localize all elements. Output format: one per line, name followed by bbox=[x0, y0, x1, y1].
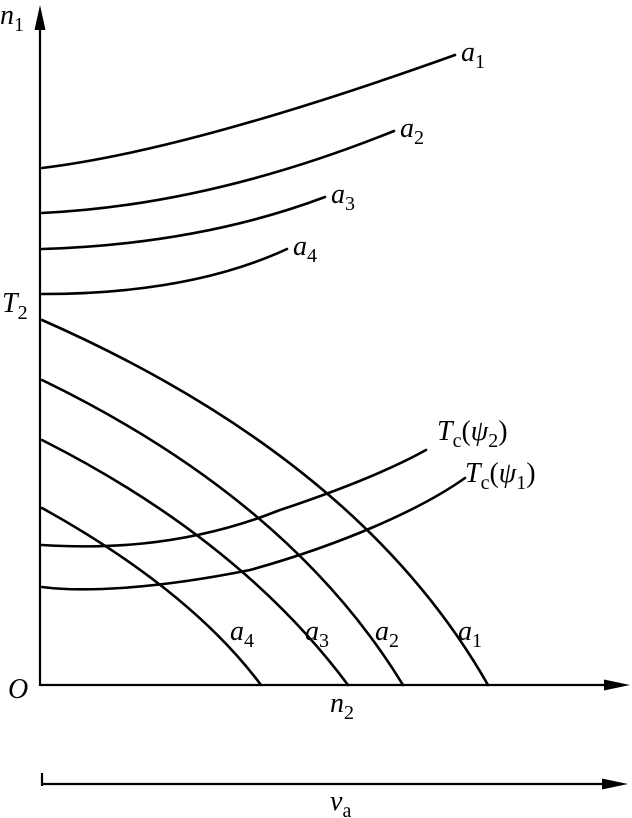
upper-curve-a1 bbox=[40, 53, 457, 170]
upper-curves bbox=[40, 53, 457, 296]
lower-label-a2: a2 bbox=[375, 616, 399, 652]
lower-label-a1: a1 bbox=[458, 616, 482, 652]
lower-curve-a1 bbox=[40, 318, 490, 687]
upper-label-a1: a1 bbox=[461, 37, 485, 73]
upper-label-a4: a4 bbox=[293, 231, 317, 267]
upper-curve-a4 bbox=[40, 247, 289, 296]
x-axis-arrowhead bbox=[604, 679, 630, 691]
upper-curve-a3 bbox=[40, 195, 327, 251]
tc-curve-psi1 bbox=[40, 476, 467, 591]
tc-label-psi2: Tc(ψ2) bbox=[437, 416, 508, 452]
upper-curve-a2 bbox=[40, 129, 396, 215]
axes bbox=[34, 5, 630, 790]
tc-label-psi1: Tc(ψ1) bbox=[465, 458, 536, 494]
lower-label-a3: a3 bbox=[305, 616, 329, 652]
bottom-axis-arrowhead bbox=[602, 778, 628, 790]
lower-curve-a4 bbox=[40, 506, 263, 687]
origin-label: O bbox=[8, 674, 28, 705]
y-axis-label: n1 bbox=[0, 0, 24, 36]
upper-label-a3: a3 bbox=[331, 179, 355, 215]
bottom-axis-label: va bbox=[330, 786, 351, 818]
tc-curve-psi2 bbox=[40, 448, 428, 548]
lower-curve-a3 bbox=[40, 438, 350, 687]
y-tick-label-t2: T2 bbox=[2, 288, 28, 324]
tc-curves bbox=[40, 448, 467, 591]
lower-label-a4: a4 bbox=[230, 616, 254, 652]
lower-curve-a2 bbox=[40, 378, 405, 687]
lower-curves bbox=[40, 318, 490, 687]
y-axis-arrowhead bbox=[34, 5, 46, 30]
upper-label-a2: a2 bbox=[400, 113, 424, 149]
x-tick-label-n2: n2 bbox=[330, 688, 354, 724]
